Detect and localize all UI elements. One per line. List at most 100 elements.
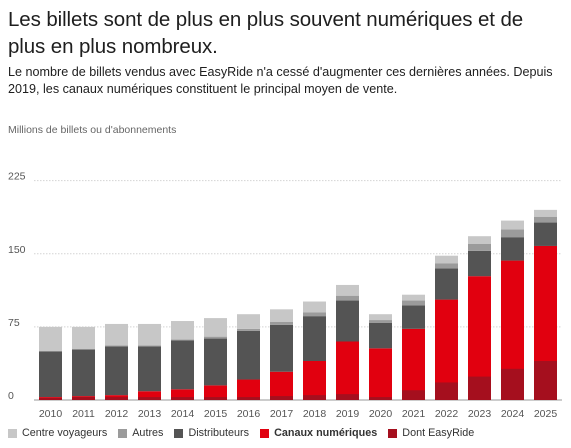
bar-distributeurs-2015 bbox=[204, 338, 227, 386]
bar-distributeurs-2022 bbox=[435, 268, 458, 300]
x-tick-label: 2011 bbox=[72, 408, 95, 420]
legend-item: Autres bbox=[118, 427, 163, 439]
bar-dont-easyride-2013 bbox=[138, 397, 161, 400]
bar-autres-2015 bbox=[204, 336, 227, 339]
chart-legend: Centre voyageurs Autres Distributeurs Canau… bbox=[8, 425, 485, 441]
bar-distributeurs-2025 bbox=[534, 222, 557, 246]
bar-canaux-num-riques-2023 bbox=[468, 276, 491, 400]
bar-canaux-num-riques-2014 bbox=[171, 389, 194, 400]
bar-centre-voyageurs-2024 bbox=[501, 220, 524, 230]
bar-dont-easyride-2025 bbox=[534, 361, 557, 400]
bar-dont-easyride-2015 bbox=[204, 397, 227, 400]
legend-label: Dont EasyRide bbox=[402, 427, 475, 439]
bar-centre-voyageurs-2010 bbox=[39, 326, 62, 352]
bar-centre-voyageurs-2019 bbox=[336, 284, 359, 296]
bar-distributeurs-2013 bbox=[138, 346, 161, 392]
y-tick-label: 0 bbox=[8, 390, 14, 402]
bar-centre-voyageurs-2022 bbox=[435, 255, 458, 264]
bar-canaux-num-riques-2013 bbox=[138, 391, 161, 400]
y-tick-label: 225 bbox=[8, 171, 26, 183]
bar-autres-2016 bbox=[237, 328, 260, 331]
bar-distributeurs-2012 bbox=[105, 346, 128, 396]
x-tick-label: 2017 bbox=[270, 408, 294, 420]
bar-canaux-num-riques-2020 bbox=[369, 348, 392, 400]
bar-autres-2013 bbox=[138, 345, 161, 347]
bar-dont-easyride-2014 bbox=[171, 397, 194, 400]
bar-centre-voyageurs-2018 bbox=[303, 301, 326, 313]
x-tick-label: 2019 bbox=[336, 408, 360, 420]
bar-dont-easyride-2022 bbox=[435, 382, 458, 400]
bar-distributeurs-2018 bbox=[303, 316, 326, 361]
bar-dont-easyride-2020 bbox=[369, 397, 392, 400]
bar-dont-easyride-2010 bbox=[39, 398, 62, 400]
stacked-bar-chart: 0 75 150 225 2010 2011 2012 2013 2014 2015 2016 201… bbox=[8, 171, 562, 420]
x-tick-label: 2010 bbox=[39, 408, 63, 420]
bar-dont-easyride-2012 bbox=[105, 397, 128, 400]
bar-centre-voyageurs-2012 bbox=[105, 323, 128, 346]
legend-item: Centre voyageurs bbox=[8, 427, 107, 439]
bar-autres-2024 bbox=[501, 229, 524, 238]
bar-centre-voyageurs-2011 bbox=[72, 326, 95, 350]
bar-autres-2022 bbox=[435, 263, 458, 269]
bar-dont-easyride-2024 bbox=[501, 368, 524, 400]
x-tick-label: 2022 bbox=[435, 408, 459, 420]
bar-autres-2017 bbox=[270, 322, 293, 325]
legend-swatch bbox=[118, 428, 128, 438]
legend-label: Autres bbox=[132, 427, 164, 439]
bar-dont-easyride-2018 bbox=[303, 395, 326, 400]
bar-canaux-num-riques-2024 bbox=[501, 260, 524, 400]
x-tick-label: 2012 bbox=[105, 408, 129, 420]
legend-label: Distributeurs bbox=[188, 427, 250, 439]
bar-distributeurs-2023 bbox=[468, 250, 491, 277]
y-tick-label: 150 bbox=[8, 244, 26, 256]
y-tick-label: 75 bbox=[8, 317, 20, 329]
bar-autres-2021 bbox=[402, 300, 425, 306]
legend-swatch bbox=[8, 428, 17, 438]
legend-item: Distributeurs bbox=[174, 427, 249, 439]
bar-centre-voyageurs-2021 bbox=[402, 294, 425, 301]
bar-dont-easyride-2017 bbox=[270, 396, 293, 400]
bar-dont-easyride-2016 bbox=[237, 397, 260, 400]
bar-canaux-num-riques-2019 bbox=[336, 341, 359, 400]
legend-swatch bbox=[388, 428, 398, 438]
y-axis-label: Millions de billets ou d'abonnements bbox=[8, 124, 177, 136]
bar-autres-2019 bbox=[336, 295, 359, 301]
bar-dont-easyride-2021 bbox=[402, 390, 425, 400]
legend-swatch bbox=[174, 428, 184, 438]
legend-item: Canaux numériques bbox=[260, 427, 377, 439]
x-tick-label: 2024 bbox=[501, 408, 525, 420]
bar-centre-voyageurs-2025 bbox=[534, 209, 557, 217]
bar-centre-voyageurs-2017 bbox=[270, 309, 293, 322]
x-tick-label: 2018 bbox=[303, 408, 327, 420]
bar-autres-2025 bbox=[534, 216, 557, 223]
bar-canaux-num-riques-2021 bbox=[402, 328, 425, 400]
bar-distributeurs-2016 bbox=[237, 330, 260, 380]
x-tick-label: 2020 bbox=[369, 408, 393, 420]
x-tick-label: 2023 bbox=[468, 408, 492, 420]
bar-distributeurs-2019 bbox=[336, 300, 359, 342]
bar-distributeurs-2017 bbox=[270, 324, 293, 372]
legend-label: Centre voyageurs bbox=[22, 427, 108, 439]
bar-distributeurs-2011 bbox=[72, 349, 95, 397]
bar-dont-easyride-2023 bbox=[468, 376, 491, 400]
bar-autres-2023 bbox=[468, 244, 491, 251]
x-tick-label: 2021 bbox=[402, 408, 426, 420]
bar-centre-voyageurs-2023 bbox=[468, 236, 491, 244]
legend-item: Dont EasyRide bbox=[388, 427, 474, 439]
bar-canaux-num-riques-2016 bbox=[237, 379, 260, 400]
bar-autres-2020 bbox=[369, 320, 392, 323]
bar-dont-easyride-2011 bbox=[72, 397, 95, 400]
bar-canaux-num-riques-2017 bbox=[270, 371, 293, 400]
bar-centre-voyageurs-2014 bbox=[171, 321, 194, 340]
bar-centre-voyageurs-2020 bbox=[369, 314, 392, 321]
bar-dont-easyride-2019 bbox=[336, 394, 359, 400]
bar-canaux-num-riques-2018 bbox=[303, 361, 326, 400]
bar-canaux-num-riques-2015 bbox=[204, 385, 227, 400]
x-tick-label: 2014 bbox=[171, 408, 195, 420]
bar-distributeurs-2020 bbox=[369, 322, 392, 349]
chart-subtitle: Le nombre de billets vendus avec EasyRid… bbox=[8, 65, 553, 96]
bar-autres-2014 bbox=[171, 339, 194, 341]
x-tick-label: 2016 bbox=[237, 408, 261, 420]
legend-swatch bbox=[260, 428, 270, 438]
bar-distributeurs-2024 bbox=[501, 237, 524, 261]
